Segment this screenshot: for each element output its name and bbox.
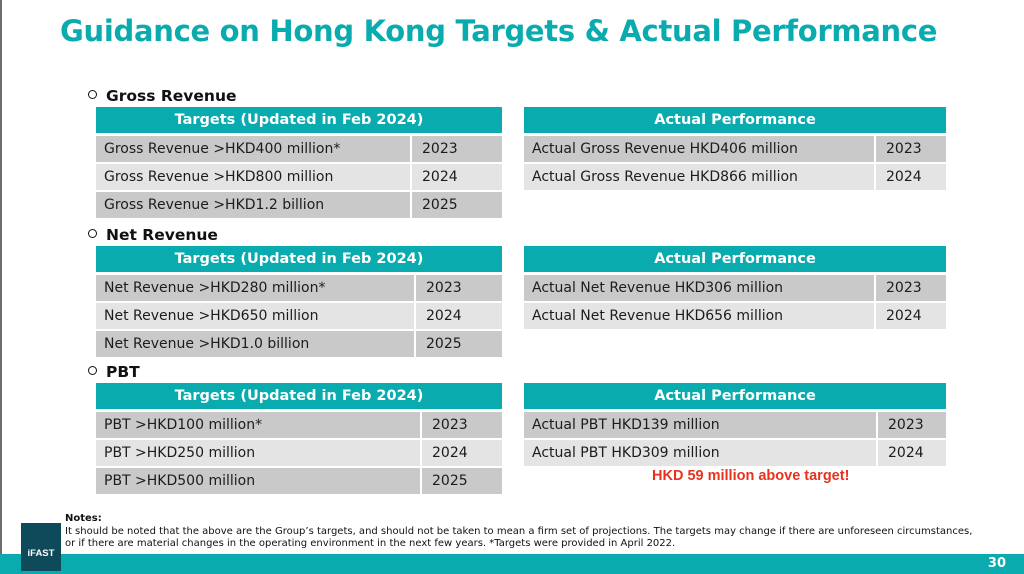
table-row: PBT >HKD250 million 2024: [96, 439, 502, 468]
table-row: PBT >HKD100 million* 2023: [96, 410, 502, 440]
pbt-actual-table: Actual Performance Actual PBT HKD139 mil…: [524, 383, 946, 468]
table-row: Actual Gross Revenue HKD866 million 2024: [524, 163, 946, 192]
gross-revenue-targets-table: Targets (Updated in Feb 2024) Gross Reve…: [96, 107, 502, 220]
table-row: Net Revenue >HKD650 million 2024: [96, 302, 502, 331]
page-number: 30: [987, 556, 1006, 571]
hollow-bullet-icon: [88, 366, 97, 375]
net-revenue-actual-table: Actual Performance Actual Net Revenue HK…: [524, 246, 946, 331]
notes-title: Notes:: [65, 513, 102, 524]
hollow-bullet-icon: [88, 229, 97, 238]
table-row: Actual PBT HKD309 million 2024: [524, 439, 946, 468]
table-header: Targets (Updated in Feb 2024): [96, 246, 502, 275]
table-row: Gross Revenue >HKD1.2 billion 2025: [96, 191, 502, 220]
gross-revenue-actual-table: Actual Performance Actual Gross Revenue …: [524, 107, 946, 192]
table-header: Targets (Updated in Feb 2024): [96, 107, 502, 136]
table-row: Gross Revenue >HKD800 million 2024: [96, 163, 502, 192]
table-header: Targets (Updated in Feb 2024): [96, 383, 502, 412]
net-revenue-targets-table: Targets (Updated in Feb 2024) Net Revenu…: [96, 246, 502, 359]
pbt-targets-table: Targets (Updated in Feb 2024) PBT >HKD10…: [96, 383, 502, 496]
notes-text: It should be noted that the above are th…: [65, 525, 973, 550]
table-row: Actual Gross Revenue HKD406 million 2023: [524, 134, 946, 164]
table-row: Actual Net Revenue HKD656 million 2024: [524, 302, 946, 331]
table-header: Actual Performance: [524, 383, 946, 412]
table-row: Gross Revenue >HKD400 million* 2023: [96, 134, 502, 164]
table-row: Actual PBT HKD139 million 2023: [524, 410, 946, 440]
hollow-bullet-icon: [88, 90, 97, 99]
table-header: Actual Performance: [524, 246, 946, 275]
notes-block: Notes: It should be noted that the above…: [65, 513, 975, 551]
footer-bar: [0, 554, 1024, 574]
table-row: Actual Net Revenue HKD306 million 2023: [524, 273, 946, 303]
table-header: Actual Performance: [524, 107, 946, 136]
slide-left-edge: [0, 0, 2, 574]
section-label-gross-revenue: Gross Revenue: [88, 87, 237, 105]
ifast-logo: iFAST: [21, 523, 61, 571]
section-label-net-revenue: Net Revenue: [88, 226, 218, 244]
table-row: PBT >HKD500 million 2025: [96, 467, 502, 496]
table-row: Net Revenue >HKD1.0 billion 2025: [96, 330, 502, 359]
above-target-callout: HKD 59 million above target!: [652, 468, 850, 484]
table-row: Net Revenue >HKD280 million* 2023: [96, 273, 502, 303]
section-label-pbt: PBT: [88, 363, 140, 381]
slide-title: Guidance on Hong Kong Targets & Actual P…: [60, 14, 938, 48]
